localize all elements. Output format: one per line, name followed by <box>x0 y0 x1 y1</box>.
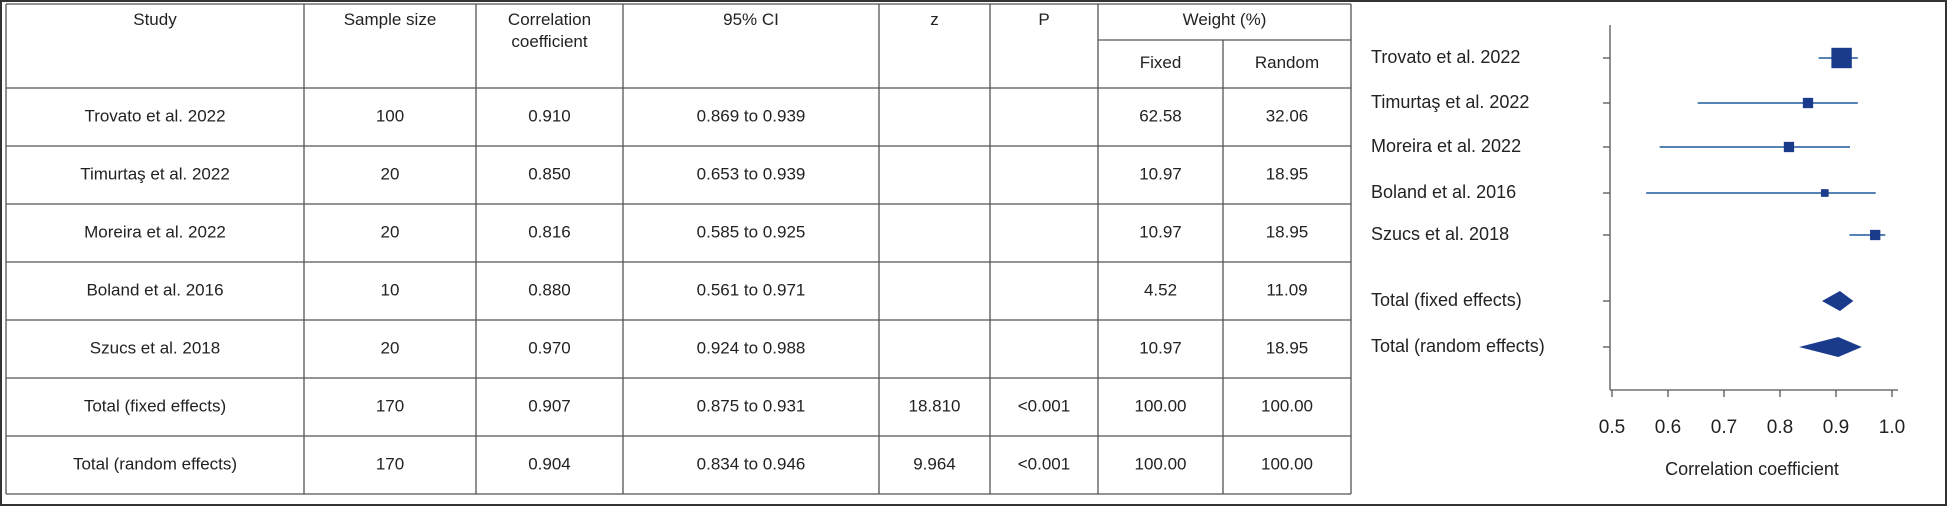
column-header: 95% CI <box>723 10 779 29</box>
table-cell: 20 <box>381 164 400 183</box>
table-cell: 0.561 to 0.971 <box>697 280 806 299</box>
header-cell-box: Random <box>1254 53 1320 72</box>
table-cell: <0.001 <box>1018 396 1070 415</box>
table-cell: 100 <box>376 106 404 125</box>
table-cell: 10.97 <box>1139 164 1182 183</box>
table-cell: 20 <box>381 338 400 357</box>
header-cell-box: Study <box>133 10 177 29</box>
table-cell: 0.816 <box>528 222 571 241</box>
header-cell-box: Weight (%) <box>1182 10 1267 29</box>
table-cell: Boland et al. 2016 <box>86 280 223 299</box>
table-cell: 0.875 to 0.931 <box>697 396 806 415</box>
study-label: Boland et al. 2016 <box>1371 182 1516 202</box>
x-tick-label: 0.7 <box>1711 417 1737 438</box>
table-cell: 10 <box>381 280 400 299</box>
header-cell-box: 95% CI <box>723 10 779 29</box>
x-tick-label: 0.5 <box>1599 417 1625 438</box>
table-cell: 100.00 <box>1135 396 1187 415</box>
table-cell: 4.52 <box>1144 280 1177 299</box>
column-subheader: Fixed <box>1139 53 1182 72</box>
x-tick-label: 1.0 <box>1879 417 1905 438</box>
study-label: Moreira et al. 2022 <box>1371 136 1521 156</box>
table-cell: 20 <box>381 222 400 241</box>
table-cell: 18.95 <box>1266 222 1309 241</box>
header-cell-box: P <box>1038 10 1050 29</box>
table-cell: 18.810 <box>909 396 961 415</box>
table-cell: 0.910 <box>528 106 571 125</box>
table-cell: 170 <box>376 454 404 473</box>
point-estimate <box>1802 97 1814 109</box>
point-estimate <box>1783 141 1795 153</box>
point-estimate <box>1831 47 1852 69</box>
x-axis-label: Correlation coefficient <box>1665 459 1839 479</box>
pooled-diamond <box>1822 291 1854 311</box>
table-cell: Total (fixed effects) <box>84 396 226 415</box>
table-cell: 170 <box>376 396 404 415</box>
study-label: Szucs et al. 2018 <box>1371 224 1509 244</box>
study-label: Total (random effects) <box>1371 336 1545 356</box>
column-header: Sample size <box>343 10 437 29</box>
table-cell: Total (random effects) <box>73 454 237 473</box>
column-header: Study <box>133 10 177 29</box>
study-label: Total (fixed effects) <box>1371 290 1522 310</box>
table-cell: 10.97 <box>1139 222 1182 241</box>
table-cell: 0.653 to 0.939 <box>697 164 806 183</box>
header-cell-box: z <box>930 10 939 29</box>
header-cell-box: Sample size <box>343 10 437 29</box>
table-cell: 32.06 <box>1266 106 1309 125</box>
table-cell: 0.834 to 0.946 <box>697 454 806 473</box>
column-header: z <box>930 10 939 29</box>
table-cell: 0.924 to 0.988 <box>697 338 806 357</box>
x-tick-label: 0.6 <box>1655 417 1681 438</box>
column-header: P <box>1038 10 1050 29</box>
x-tick-label: 0.9 <box>1823 417 1849 438</box>
table-cell: Moreira et al. 2022 <box>84 222 226 241</box>
column-header: Weight (%) <box>1182 10 1267 29</box>
table-cell: 0.585 to 0.925 <box>697 222 806 241</box>
table-cell: 0.869 to 0.939 <box>697 106 806 125</box>
table-cell: 100.00 <box>1135 454 1187 473</box>
table-cell: Timurtaş et al. 2022 <box>80 164 230 183</box>
header-cell-box: Correlation coefficient <box>507 10 592 51</box>
point-estimate <box>1820 189 1829 197</box>
pooled-diamond <box>1799 337 1862 357</box>
table-cell: 0.904 <box>528 454 571 473</box>
table-cell: 62.58 <box>1139 106 1182 125</box>
column-subheader: Random <box>1254 53 1320 72</box>
point-estimate <box>1870 229 1881 241</box>
study-label: Timurtaş et al. 2022 <box>1371 92 1529 112</box>
table-cell: 11.09 <box>1266 280 1307 299</box>
table-cell: 18.95 <box>1266 338 1309 357</box>
table-cell: 100.00 <box>1261 454 1313 473</box>
table-cell: 100.00 <box>1261 396 1313 415</box>
x-tick-label: 0.8 <box>1767 417 1793 438</box>
table-cell: <0.001 <box>1018 454 1070 473</box>
study-label: Trovato et al. 2022 <box>1371 47 1520 67</box>
header-cell-box: Fixed <box>1139 53 1182 72</box>
table-cell: 0.970 <box>528 338 571 357</box>
table-cell: 18.95 <box>1266 164 1309 183</box>
table-cell: 9.964 <box>913 454 956 473</box>
table-cell: Trovato et al. 2022 <box>84 106 225 125</box>
table-cell: 0.880 <box>528 280 571 299</box>
column-header: Correlation coefficient <box>507 10 592 51</box>
table-cell: Szucs et al. 2018 <box>90 338 220 357</box>
table-cell: 0.907 <box>528 396 571 415</box>
table-cell: 10.97 <box>1139 338 1182 357</box>
table-cell: 0.850 <box>528 164 571 183</box>
